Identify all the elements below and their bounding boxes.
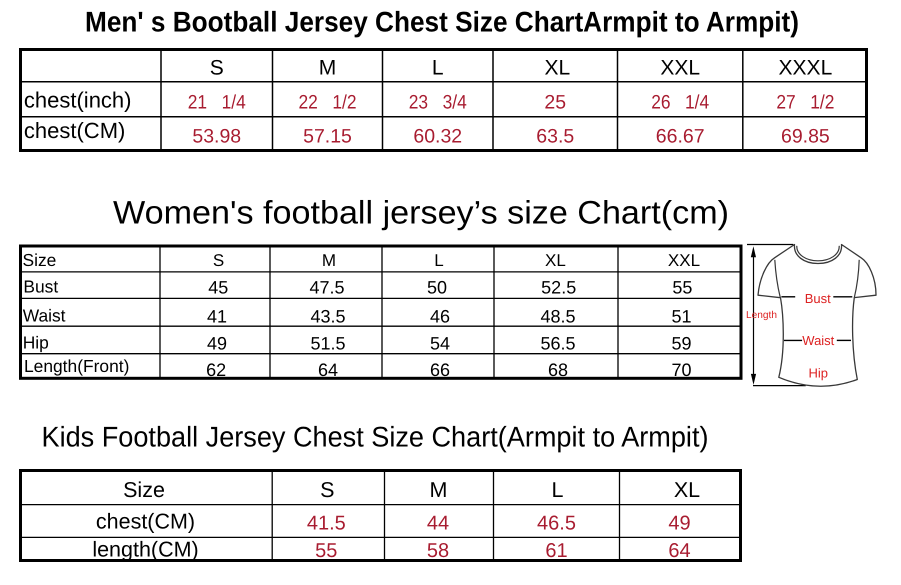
svg-text:Men' s Bootball Jersey Chest S: Men' s Bootball Jersey Chest Size ChartA… <box>85 6 799 38</box>
svg-text:50: 50 <box>427 278 447 298</box>
svg-text:Waist: Waist <box>23 305 66 325</box>
svg-text:L: L <box>432 57 444 80</box>
svg-text:22 1/2: 22 1/2 <box>299 92 357 114</box>
svg-text:41.5: 41.5 <box>307 512 346 534</box>
svg-text:54: 54 <box>430 333 450 353</box>
svg-text:Size: Size <box>123 478 165 502</box>
svg-text:M: M <box>322 251 336 270</box>
svg-text:Hip: Hip <box>808 366 828 381</box>
svg-text:S: S <box>320 478 334 502</box>
svg-text:58: 58 <box>427 540 449 562</box>
svg-text:46.5: 46.5 <box>537 512 576 534</box>
svg-text:62: 62 <box>206 360 226 380</box>
svg-text:XXL: XXL <box>660 57 700 80</box>
svg-text:25: 25 <box>544 92 566 114</box>
svg-text:64: 64 <box>668 540 690 562</box>
svg-text:chest(CM): chest(CM) <box>24 118 125 143</box>
svg-text:47.5: 47.5 <box>309 278 344 298</box>
svg-text:43.5: 43.5 <box>310 306 345 326</box>
svg-text:46: 46 <box>430 306 450 326</box>
svg-text:Women's football jersey’s size: Women's football jersey’s size Chart(cm) <box>113 194 729 230</box>
svg-text:45: 45 <box>208 278 228 298</box>
svg-text:55: 55 <box>672 278 692 298</box>
svg-text:63.5: 63.5 <box>536 125 574 147</box>
svg-text:60.32: 60.32 <box>413 125 462 147</box>
svg-text:69.85: 69.85 <box>781 125 830 147</box>
svg-text:66: 66 <box>430 360 450 380</box>
svg-text:52.5: 52.5 <box>541 278 576 298</box>
svg-text:M: M <box>319 57 337 80</box>
svg-text:Length: Length <box>746 310 777 321</box>
svg-text:L: L <box>434 251 443 270</box>
svg-text:21 1/4: 21 1/4 <box>188 92 246 114</box>
svg-text:61: 61 <box>545 540 567 562</box>
svg-text:Length(Front): Length(Front) <box>24 356 129 376</box>
svg-text:56.5: 56.5 <box>540 333 575 353</box>
svg-text:Bust: Bust <box>23 277 58 297</box>
svg-text:55: 55 <box>315 540 337 562</box>
svg-text:48.5: 48.5 <box>540 306 575 326</box>
svg-text:Size: Size <box>23 250 57 270</box>
svg-text:70: 70 <box>671 360 691 380</box>
svg-text:XXL: XXL <box>668 251 700 270</box>
svg-text:XL: XL <box>544 57 570 80</box>
svg-text:23 3/4: 23 3/4 <box>409 92 467 114</box>
svg-text:Bust: Bust <box>805 291 831 306</box>
svg-text:S: S <box>210 57 224 80</box>
svg-text:M: M <box>430 478 448 502</box>
svg-text:68: 68 <box>548 360 568 380</box>
svg-text:Hip: Hip <box>23 332 49 352</box>
svg-text:XL: XL <box>674 478 700 502</box>
svg-text:66.67: 66.67 <box>656 125 705 147</box>
svg-text:S: S <box>213 251 224 270</box>
svg-text:51.5: 51.5 <box>310 333 345 353</box>
svg-text:chest(CM): chest(CM) <box>96 510 195 534</box>
svg-text:length(CM): length(CM) <box>92 538 198 562</box>
svg-text:49: 49 <box>668 512 690 534</box>
svg-text:59: 59 <box>671 333 691 353</box>
svg-text:Kids Football Jersey Chest Siz: Kids Football Jersey Chest Size Chart(Ar… <box>42 422 709 454</box>
svg-text:64: 64 <box>318 360 338 380</box>
svg-text:51: 51 <box>671 306 691 326</box>
svg-text:41: 41 <box>207 306 227 326</box>
svg-text:L: L <box>552 478 564 502</box>
svg-text:XXXL: XXXL <box>779 57 833 80</box>
svg-text:53.98: 53.98 <box>192 125 241 147</box>
svg-text:27 1/2: 27 1/2 <box>776 92 834 114</box>
svg-text:49: 49 <box>207 333 227 353</box>
svg-text:chest(inch): chest(inch) <box>24 88 132 113</box>
svg-text:57.15: 57.15 <box>303 125 352 147</box>
svg-text:26 1/4: 26 1/4 <box>651 92 709 114</box>
svg-text:Waist: Waist <box>802 333 834 348</box>
svg-text:XL: XL <box>545 251 566 270</box>
svg-text:44: 44 <box>427 512 449 534</box>
